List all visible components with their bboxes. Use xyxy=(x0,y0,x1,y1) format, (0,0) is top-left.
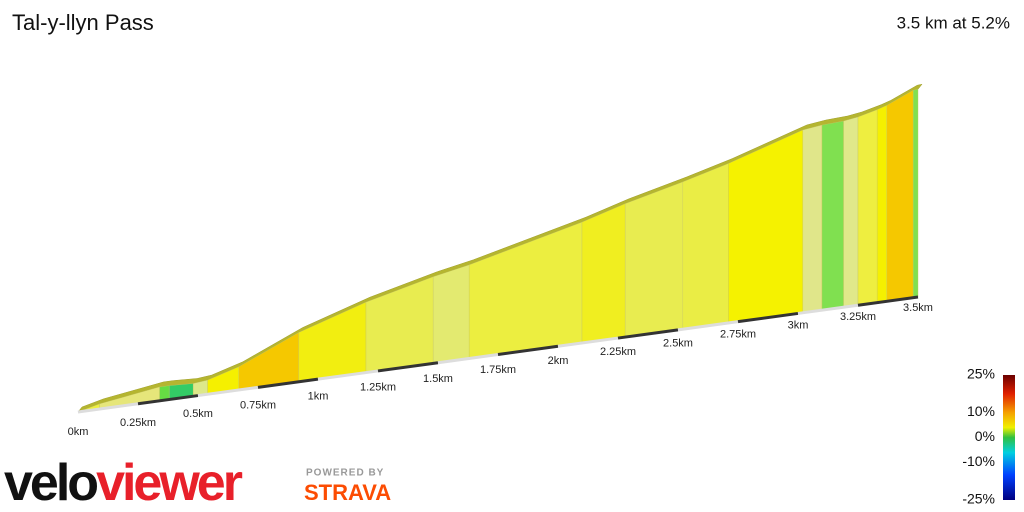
scale-segment xyxy=(557,336,619,348)
scale-segment xyxy=(617,328,679,340)
gradient-segment xyxy=(843,116,859,308)
colorbar-label: 0% xyxy=(975,428,995,444)
logo-viewer: viewer xyxy=(96,454,243,512)
colorbar xyxy=(1003,375,1015,500)
x-tick-label: 0km xyxy=(68,426,89,438)
scale-segment xyxy=(437,353,499,365)
x-tick-label: 0.75km xyxy=(240,399,276,411)
x-tick-label: 2km xyxy=(548,355,569,367)
gradient-segment xyxy=(625,181,683,338)
strava-logo: STRAVA xyxy=(304,480,391,505)
scale-segment xyxy=(497,344,559,356)
scale-segment xyxy=(857,295,919,307)
x-tick-label: 3km xyxy=(788,320,809,332)
scale-segment xyxy=(737,311,799,324)
chart-title: Tal-y-llyn Pass xyxy=(12,10,154,35)
x-tick-label: 2.5km xyxy=(663,337,693,349)
gradient-segment xyxy=(682,163,729,330)
gradient-segment xyxy=(581,203,626,344)
scale-segment xyxy=(677,320,739,332)
gradient-segment xyxy=(913,88,919,298)
scale-segment xyxy=(257,377,319,389)
summary: 3.5 km at 5.2% xyxy=(897,13,1010,32)
x-tick-label: 2.75km xyxy=(720,328,756,340)
gradient-segment xyxy=(802,124,823,314)
gradient-segment xyxy=(821,120,844,311)
colorbar-label: 25% xyxy=(967,366,995,382)
scale-segment xyxy=(137,394,199,406)
x-tick-label: 1km xyxy=(308,390,329,402)
colorbar-label: -10% xyxy=(962,453,995,469)
scale-segment xyxy=(317,369,379,381)
scale-segment xyxy=(797,303,859,315)
x-tick-label: 1.25km xyxy=(360,382,396,394)
logo: veloviewer xyxy=(4,454,243,512)
x-tick-label: 1.5km xyxy=(423,373,453,385)
gradient-segment xyxy=(433,264,470,364)
colorbar-label: -25% xyxy=(962,491,995,507)
logo-velo: velo xyxy=(4,454,97,512)
gradient-segment xyxy=(728,129,803,324)
gradient-segment xyxy=(857,109,878,306)
powered-by: POWERED BY xyxy=(306,468,384,479)
x-tick-label: 3.25km xyxy=(840,311,876,323)
gradient-segment xyxy=(365,276,434,373)
gradient-segment xyxy=(886,89,914,302)
scale-segment xyxy=(77,402,139,414)
x-tick-label: 2.25km xyxy=(600,346,636,358)
scale-segment xyxy=(377,361,439,373)
x-tick-label: 1.75km xyxy=(480,364,516,376)
x-tick-label: 0.5km xyxy=(183,408,213,420)
x-tick-label: 0.25km xyxy=(120,417,156,429)
scale-segment xyxy=(197,385,259,398)
colorbar-label: 10% xyxy=(967,403,995,419)
gradient-segment xyxy=(877,105,887,303)
x-tick-label: 3.5km xyxy=(903,302,933,314)
